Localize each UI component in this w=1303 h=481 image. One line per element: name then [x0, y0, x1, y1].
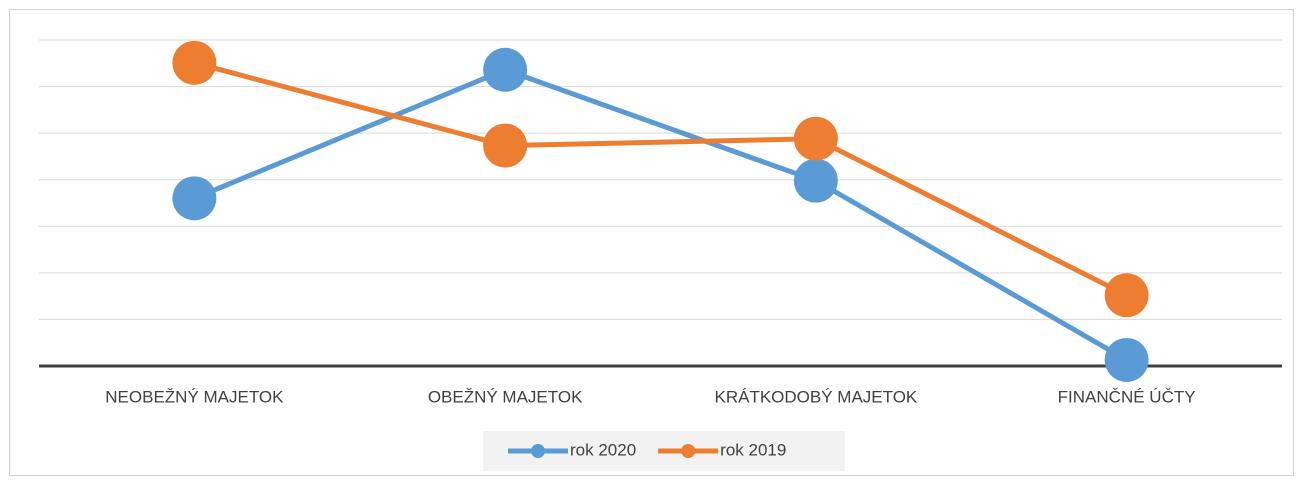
legend-marker [531, 444, 545, 458]
point-marker [483, 47, 528, 92]
grid [39, 39, 1282, 368]
point-marker [793, 116, 838, 161]
series-line [193, 60, 1128, 298]
series-line [193, 67, 1128, 363]
point-marker [793, 158, 838, 203]
plot [172, 40, 1149, 382]
legend-label: rok 2020 [570, 440, 636, 459]
legend-marker [681, 444, 696, 458]
legend-label: rok 2019 [720, 440, 786, 459]
axis-labels: NEOBEŽNÝ MAJETOK OBEŽNÝ MAJETOK KRÁTKODOBÝ… [105, 387, 1195, 406]
chart-frame [9, 9, 1294, 476]
x-tick-label: NEOBEŽNÝ MAJETOK [105, 387, 284, 406]
x-tick-label: OBEŽNÝ MAJETOK [428, 387, 583, 406]
x-tick-label: KRÁTKODOBÝ MAJETOK [714, 387, 917, 406]
point-marker [172, 40, 217, 85]
point-marker [1104, 337, 1149, 382]
point-marker [483, 123, 528, 168]
legend: rok 2020 rok 2019 [483, 431, 845, 471]
point-marker [172, 176, 217, 221]
x-tick-label: FINANČNÉ ÚČTY [1058, 387, 1196, 406]
point-marker [1104, 273, 1149, 318]
